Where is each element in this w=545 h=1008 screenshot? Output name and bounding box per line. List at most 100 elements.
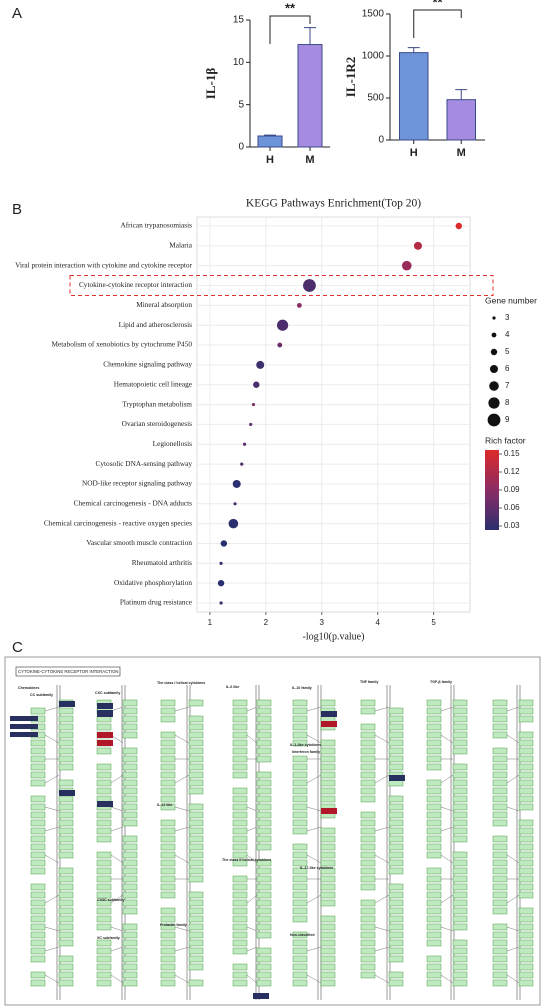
interaction-arrow [44, 706, 60, 712]
gene-box [426, 835, 442, 843]
gene-box [122, 771, 138, 779]
gene-box [360, 899, 376, 907]
gene-box [256, 963, 272, 971]
gene-box [492, 883, 508, 891]
gene-box [30, 915, 46, 923]
gene-box [492, 835, 508, 843]
legend-dot [487, 413, 501, 427]
gene-box [452, 923, 468, 931]
interaction-arrow [506, 946, 520, 952]
y-tick-label: 0 [378, 135, 384, 146]
gene-box [426, 707, 442, 715]
kegg-group-label: IL-12 like [157, 803, 172, 807]
gene-box [320, 763, 336, 771]
gene-box [160, 795, 176, 803]
gene-box [232, 715, 248, 723]
interaction-arrow [174, 854, 190, 864]
gene-box [188, 755, 204, 763]
gene-box [122, 979, 138, 987]
gene-box [188, 931, 204, 939]
colorbar-label: 0.03 [504, 521, 520, 530]
gene-box [452, 803, 468, 811]
gene-box [518, 771, 534, 779]
gene-box [360, 835, 376, 843]
dot [256, 360, 265, 369]
gene-box [30, 707, 46, 715]
gene-box [452, 787, 468, 795]
interaction-arrow [306, 854, 322, 864]
interaction-arrow [174, 774, 190, 784]
gene-box [492, 803, 508, 811]
gene-box [188, 715, 204, 723]
gene-box [388, 891, 404, 899]
gene-box [360, 875, 376, 883]
gene-box [58, 843, 74, 851]
gene-box [426, 891, 442, 899]
dot [233, 502, 237, 506]
gene-box [360, 867, 376, 875]
gene-box [58, 939, 74, 947]
legend-dot [490, 348, 498, 356]
gene-box [188, 771, 204, 779]
gene-box [160, 907, 176, 915]
gene-box [452, 699, 468, 707]
gene-box [58, 875, 74, 883]
y-tick-label: 1000 [362, 51, 385, 62]
gene-box [292, 707, 308, 715]
gene-box [188, 803, 204, 811]
dot [253, 381, 260, 388]
gene-box [232, 811, 248, 819]
gene-box [96, 939, 112, 947]
gene-box [232, 899, 248, 907]
gene-box [492, 891, 508, 899]
gene-box [426, 803, 442, 811]
interaction-arrow [44, 946, 60, 952]
interaction-arrow [374, 974, 390, 984]
dot [251, 402, 256, 407]
gene-box [256, 755, 272, 763]
gene-box [320, 963, 336, 971]
interaction-arrow [246, 806, 258, 812]
interaction-arrow [44, 774, 60, 784]
gene-box [232, 835, 248, 843]
gene-box [388, 803, 404, 811]
legend-dot [491, 332, 497, 338]
interaction-arrow [246, 926, 258, 932]
interaction-arrow [44, 854, 60, 864]
gene-box [160, 875, 176, 883]
gene-box [188, 899, 204, 907]
gene-box [518, 699, 534, 707]
color-legend-title: Rich factor [485, 435, 526, 445]
gene-box [360, 731, 376, 739]
gene-box [96, 891, 112, 899]
gene-box [518, 867, 534, 875]
interaction-arrow [506, 774, 520, 784]
gene-box [122, 947, 138, 955]
gene-box [30, 971, 46, 979]
gene-box [96, 915, 112, 923]
gene-box [256, 955, 272, 963]
dot [277, 342, 283, 348]
kegg-group-label: Prolactin family [160, 923, 187, 927]
gene-box [122, 939, 138, 947]
gene-box [292, 723, 308, 731]
gene-box [292, 715, 308, 723]
gene-box [426, 779, 442, 787]
gene-box-down [59, 701, 75, 707]
interaction-arrow [174, 734, 190, 744]
y-tick-label: Cytosolic DNA-sensing pathway [96, 459, 193, 468]
gene-box [292, 779, 308, 787]
gene-box [122, 859, 138, 867]
gene-box [292, 731, 308, 739]
gene-box [30, 867, 46, 875]
gene-box-down [59, 790, 75, 796]
gene-box [426, 931, 442, 939]
gene-box [292, 843, 308, 851]
gene-box [30, 851, 46, 859]
gene-box [96, 875, 112, 883]
gene-box [426, 867, 442, 875]
gene-box [256, 827, 272, 835]
gene-box [518, 827, 534, 835]
gene-box [160, 891, 176, 899]
gene-box [160, 843, 176, 851]
